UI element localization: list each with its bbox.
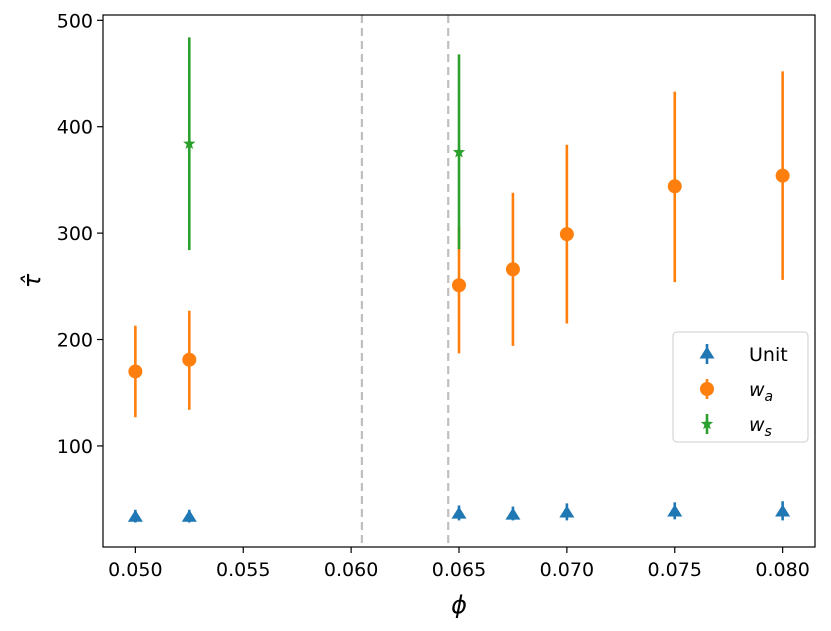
data-point — [505, 262, 520, 277]
data-point — [127, 509, 143, 522]
x-tick-label: 0.060 — [324, 559, 378, 581]
legend-label: Unit — [749, 344, 788, 366]
data-point — [182, 352, 197, 367]
legend-entry: wa — [700, 379, 773, 405]
series-layer — [127, 37, 791, 523]
data-point — [181, 509, 197, 522]
data-point — [559, 227, 574, 242]
data-point — [559, 505, 575, 518]
y-axis-ticks: 100 200 300 400 500 — [57, 10, 103, 458]
x-tick-label: 0.065 — [432, 559, 486, 581]
data-point — [775, 168, 790, 183]
x-tick-label: 0.075 — [648, 559, 702, 581]
data-point — [505, 507, 521, 520]
x-axis-ticks: 0.050 0.055 0.060 0.065 0.070 0.075 0.080 — [108, 547, 810, 581]
y-tick-label: 400 — [57, 117, 93, 139]
data-point — [451, 506, 467, 519]
data-point — [700, 417, 714, 430]
x-tick-label: 0.070 — [540, 559, 594, 581]
series-unit — [127, 501, 791, 523]
data-point — [183, 137, 196, 149]
data-point — [667, 504, 683, 517]
y-tick-label: 200 — [57, 330, 93, 352]
legend: Unit wa ws — [672, 331, 809, 443]
legend-label: wa — [749, 379, 773, 405]
x-axis-label: ϕ — [451, 591, 467, 619]
data-point — [452, 145, 466, 158]
data-point — [667, 179, 682, 194]
data-point — [775, 504, 791, 517]
legend-entry: Unit — [699, 344, 788, 366]
reference-lines — [360, 15, 450, 547]
y-tick-label: 100 — [57, 436, 93, 458]
data-point — [700, 382, 714, 396]
y-axis-label: τ̂ — [18, 273, 46, 288]
x-tick-label: 0.055 — [216, 559, 270, 581]
y-tick-label: 300 — [57, 223, 93, 245]
y-tick-label: 500 — [57, 10, 93, 32]
legend-box — [672, 331, 809, 443]
legend-entry: ws — [700, 414, 772, 440]
legend-label: ws — [749, 414, 772, 440]
x-tick-label: 0.050 — [108, 559, 162, 581]
x-tick-label: 0.080 — [755, 559, 809, 581]
series-w-s — [183, 37, 466, 251]
data-point — [128, 364, 143, 379]
data-point — [699, 346, 715, 359]
data-point — [452, 278, 466, 293]
